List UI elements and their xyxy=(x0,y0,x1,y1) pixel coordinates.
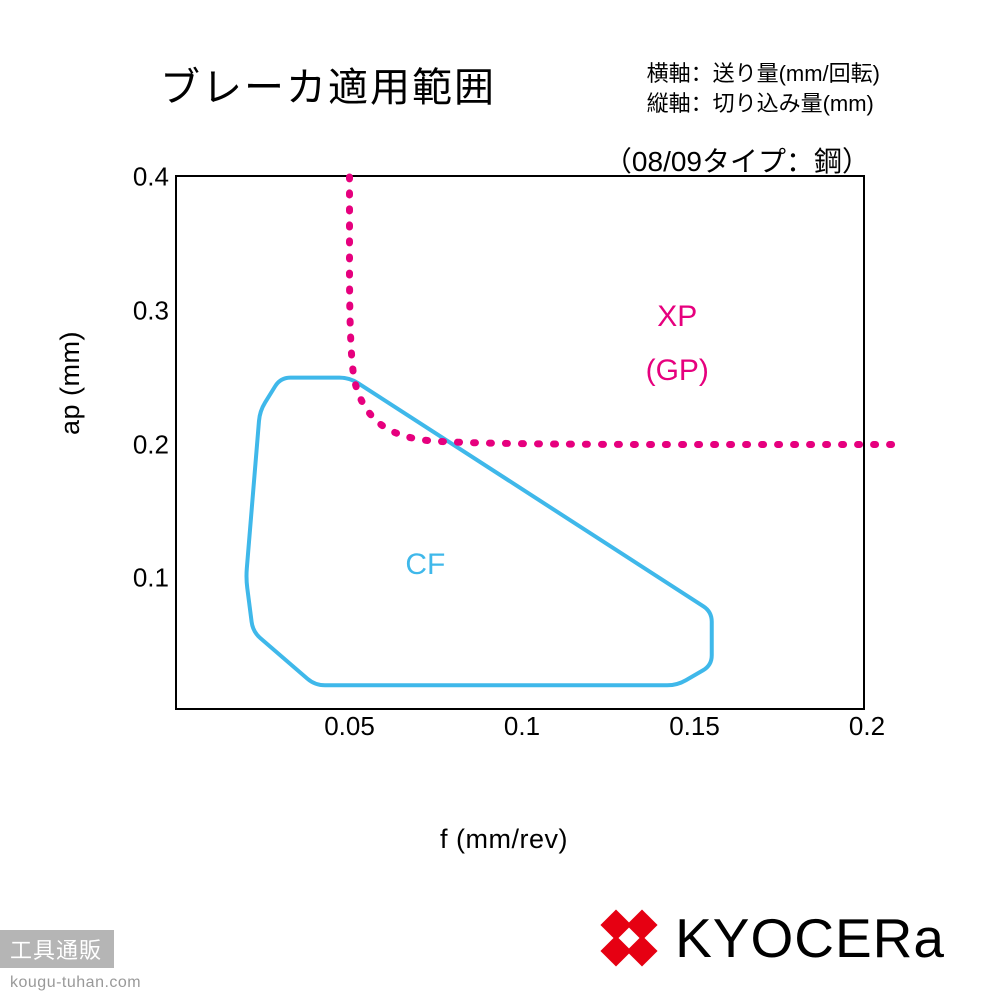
region-label-CF: CF xyxy=(405,548,445,582)
domain-text: kougu-tuhan.com xyxy=(10,974,141,992)
axis-legend: 横軸：送り量(mm/回転) 縦軸：切り込み量(mm) xyxy=(647,59,880,118)
x-tick: 0.2 xyxy=(849,711,885,742)
region-sublabel-XP: (GP) xyxy=(646,354,709,388)
x-tick: 0.1 xyxy=(504,711,540,742)
y-tick: 0.4 xyxy=(133,162,169,193)
x-tick: 0.15 xyxy=(669,711,720,742)
region-label-XP: XP xyxy=(657,300,697,334)
y-tick: 0.3 xyxy=(133,295,169,326)
legend-y: 縦軸：切り込み量(mm) xyxy=(647,89,880,119)
footer: 工具通販 kougu-tuhan.com KYOCERa xyxy=(0,860,1000,1000)
chart-subtitle: （08/09タイプ：鋼） xyxy=(604,140,870,180)
y-tick: 0.1 xyxy=(133,563,169,594)
y-axis-label: ap (mm) xyxy=(55,331,86,435)
chart: ap (mm) 0.10.20.30.40.050.10.150.2CFXP(G… xyxy=(110,175,870,785)
region-XP xyxy=(350,177,902,445)
legend-x: 横軸：送り量(mm/回転) xyxy=(647,59,880,89)
x-tick: 0.05 xyxy=(324,711,375,742)
brand-logo: KYOCERa xyxy=(597,906,945,970)
x-axis-label: f (mm/rev) xyxy=(440,824,568,855)
watermark-badge: 工具通販 xyxy=(0,930,114,968)
plot-area: 0.10.20.30.40.050.10.150.2CFXP(GP) xyxy=(175,175,865,710)
page-title: ブレーカ適用範囲 xyxy=(160,55,496,113)
brand-text: KYOCERa xyxy=(675,906,945,970)
region-CF xyxy=(247,378,712,686)
kyocera-icon xyxy=(597,906,661,970)
y-tick: 0.2 xyxy=(133,429,169,460)
